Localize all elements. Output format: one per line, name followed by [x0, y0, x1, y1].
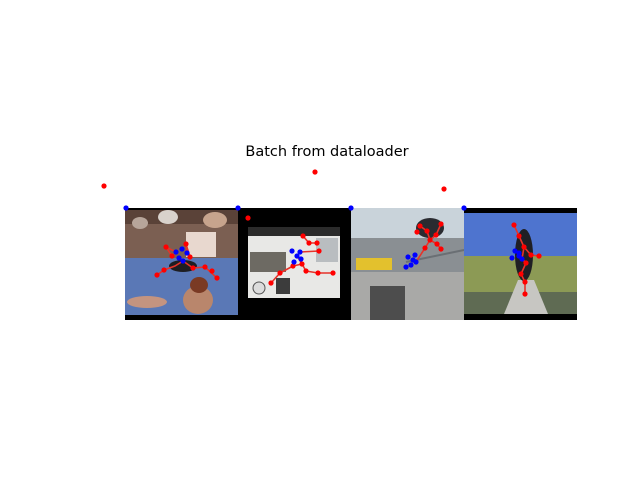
- keypoints-layer: [101, 169, 542, 297]
- keypoint-red: [290, 263, 296, 269]
- panel-1-spectator: [203, 212, 227, 228]
- keypoint-red: [433, 232, 439, 238]
- keypoint-red: [268, 280, 274, 286]
- keypoint-red: [511, 222, 517, 228]
- chart-title: Batch from dataloader: [245, 144, 408, 160]
- keypoint-blue: [413, 259, 419, 265]
- panel-3-ground: [351, 272, 464, 320]
- keypoint-blue: [408, 262, 414, 268]
- keypoint-red: [427, 237, 433, 243]
- keypoint-red: [277, 270, 283, 276]
- keypoint-blue: [289, 248, 295, 254]
- panel-1-spectator: [186, 232, 216, 257]
- keypoint-blue: [173, 249, 179, 255]
- keypoint-red: [528, 252, 534, 258]
- corner-keypoint-blue: [461, 205, 467, 211]
- keypoint-red: [316, 248, 322, 254]
- panel-2-door: [276, 278, 290, 294]
- keypoint-red: [303, 268, 309, 274]
- keypoint-red: [187, 254, 193, 260]
- keypoint-red: [202, 264, 208, 270]
- keypoint-red: [214, 275, 220, 281]
- limb-line-2: [299, 250, 320, 253]
- keypoint-red: [522, 279, 528, 285]
- limb-line-1: [156, 260, 184, 276]
- keypoint-red: [536, 253, 542, 259]
- keypoint-blue: [184, 250, 190, 256]
- panel-1-girl-foreground: [183, 286, 213, 314]
- panel-2-photo-ceiling: [248, 227, 340, 236]
- keypoint-blue: [298, 256, 304, 262]
- keypoint-blue: [412, 252, 418, 258]
- panel-2-window: [316, 238, 338, 262]
- panel-1-girl-hair: [190, 277, 208, 293]
- keypoint-red: [314, 240, 320, 246]
- keypoint-blue: [403, 264, 409, 270]
- image-panel-3: [351, 208, 465, 320]
- outlier-keypoint-red: [441, 186, 447, 192]
- outlier-keypoint-red: [312, 169, 318, 175]
- keypoint-blue: [512, 248, 518, 254]
- keypoint-red: [434, 241, 440, 247]
- panel-4-pier: [504, 280, 548, 314]
- panel-1-reclining-person: [127, 296, 167, 308]
- keypoint-blue: [291, 259, 297, 265]
- keypoint-red: [245, 215, 251, 221]
- image-panel-1: [125, 208, 238, 320]
- keypoint-red: [422, 245, 428, 251]
- keypoint-red: [209, 268, 215, 274]
- keypoint-red: [521, 244, 527, 250]
- keypoint-red: [161, 267, 167, 273]
- corner-keypoint-blue: [235, 205, 241, 211]
- keypoint-blue: [519, 256, 525, 262]
- keypoint-red: [299, 261, 305, 267]
- keypoint-red: [523, 260, 529, 266]
- keypoint-red: [414, 229, 420, 235]
- keypoint-blue: [509, 255, 515, 261]
- keypoint-blue: [179, 246, 185, 252]
- panel-3-ramp: [370, 286, 405, 320]
- keypoint-blue: [405, 254, 411, 260]
- keypoint-red: [438, 246, 444, 252]
- outlier-keypoint-red: [101, 183, 107, 189]
- keypoint-red: [163, 244, 169, 250]
- keypoint-red: [154, 272, 160, 278]
- keypoint-red: [417, 223, 423, 229]
- keypoint-blue: [180, 258, 186, 264]
- panel-2-clock-icon: [252, 281, 266, 295]
- keypoint-red: [315, 270, 321, 276]
- corner-keypoint-blue: [348, 205, 354, 211]
- keypoint-red: [516, 233, 522, 239]
- keypoint-red: [306, 240, 312, 246]
- keypoint-red: [300, 233, 306, 239]
- keypoint-blue: [297, 249, 303, 255]
- keypoint-red: [522, 291, 528, 297]
- panel-3-yellow-sign: [356, 258, 392, 270]
- keypoint-blue: [176, 255, 182, 261]
- panel-1-spectator: [132, 217, 148, 229]
- panel-1-gymnast: [169, 260, 197, 272]
- panel-1-spectator: [158, 210, 178, 224]
- keypoint-blue: [294, 253, 300, 259]
- corner-keypoint-blue: [123, 205, 129, 211]
- panel-4-cartwheeler: [515, 229, 533, 281]
- image-panel-4: [464, 208, 577, 320]
- keypoint-blue: [516, 250, 522, 256]
- keypoint-red: [183, 241, 189, 247]
- keypoint-red: [169, 253, 175, 259]
- panel-2-people: [250, 252, 286, 272]
- image-strip: [125, 208, 577, 320]
- keypoint-red: [424, 228, 430, 234]
- keypoint-red: [438, 221, 444, 227]
- keypoint-red: [330, 270, 336, 276]
- keypoint-red: [190, 265, 196, 271]
- keypoint-red: [518, 271, 524, 277]
- limb-line-2: [301, 263, 333, 274]
